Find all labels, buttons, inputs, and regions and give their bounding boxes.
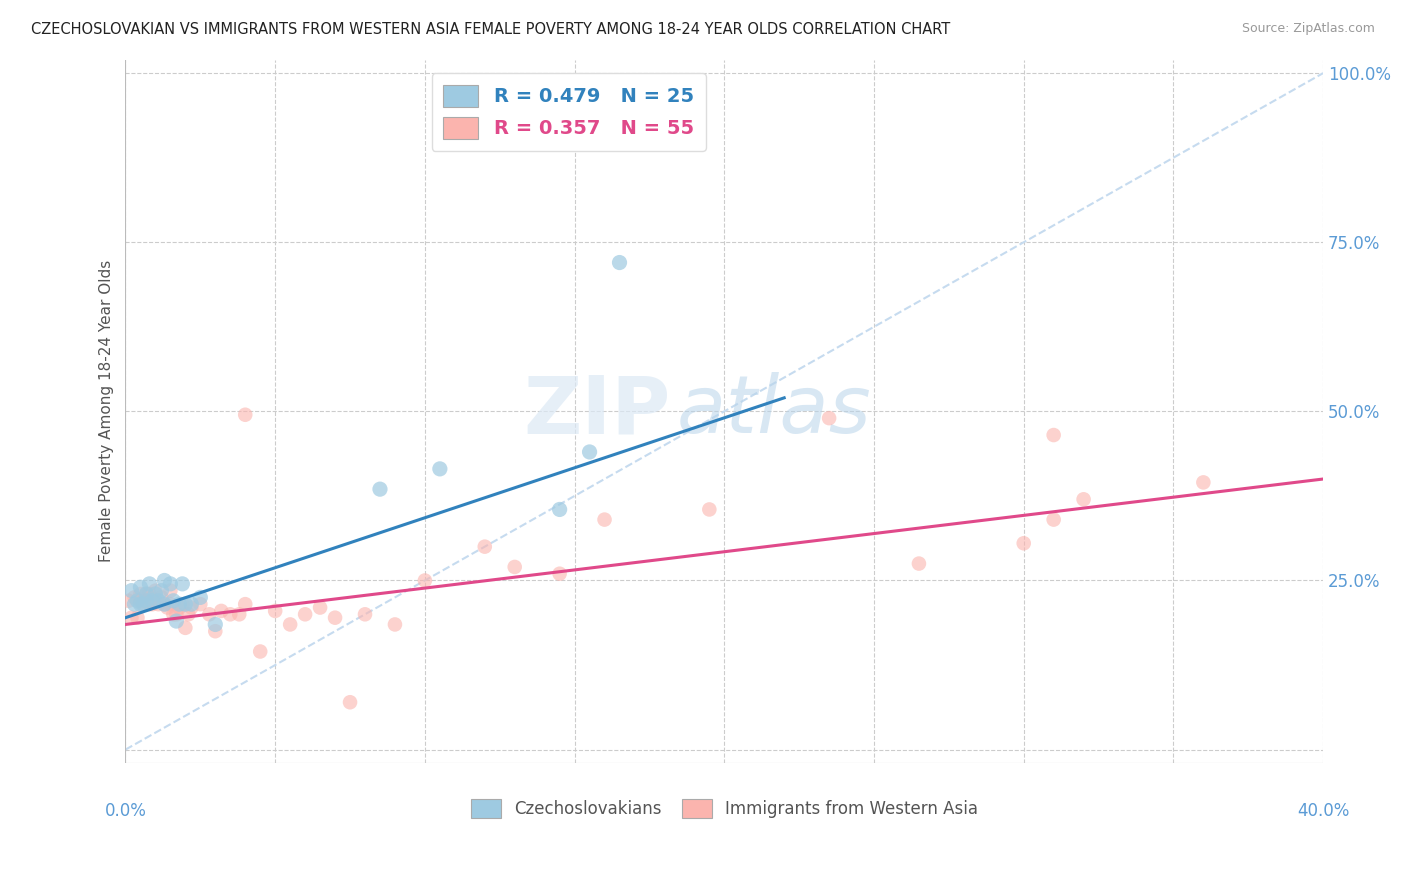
Point (165, 607, 187, 622)
Point (384, 617, 406, 632)
Point (249, 644, 271, 658)
Point (174, 597, 197, 611)
Point (153, 574, 176, 588)
Point (180, 597, 202, 611)
Point (1073, 492, 1095, 507)
Point (135, 594, 157, 608)
Point (145, 587, 167, 601)
Point (219, 607, 242, 622)
Point (354, 607, 377, 622)
Point (159, 577, 181, 591)
Y-axis label: Female Poverty Among 18-24 Year Olds: Female Poverty Among 18-24 Year Olds (100, 260, 114, 563)
Point (148, 597, 170, 611)
Point (818, 411, 841, 425)
Point (228, 607, 250, 622)
Point (368, 482, 391, 496)
Point (159, 597, 181, 611)
Point (1042, 513, 1064, 527)
Point (150, 591, 173, 605)
Point (233, 408, 256, 422)
Point (429, 462, 451, 476)
Point (129, 580, 152, 594)
Point (264, 604, 287, 618)
Point (188, 597, 211, 611)
Point (165, 614, 187, 628)
Point (294, 607, 316, 622)
Point (153, 597, 176, 611)
Point (474, 540, 496, 554)
Point (156, 600, 179, 615)
Text: CZECHOSLOVAKIAN VS IMMIGRANTS FROM WESTERN ASIA FEMALE POVERTY AMONG 18-24 YEAR : CZECHOSLOVAKIAN VS IMMIGRANTS FROM WESTE… (31, 22, 950, 37)
Point (323, 610, 346, 624)
Point (204, 624, 226, 639)
Point (138, 597, 160, 611)
Legend: Czechoslovakians, Immigrants from Western Asia: Czechoslovakians, Immigrants from Wester… (464, 793, 984, 825)
Point (153, 597, 176, 611)
Point (180, 600, 202, 615)
Point (141, 594, 163, 608)
Point (162, 594, 184, 608)
Point (908, 557, 931, 571)
Point (138, 577, 160, 591)
Point (188, 591, 211, 605)
Point (117, 594, 139, 608)
Text: atlas: atlas (676, 372, 872, 450)
Point (339, 695, 361, 709)
Point (177, 607, 200, 622)
Text: 40.0%: 40.0% (1296, 802, 1350, 820)
Point (127, 610, 149, 624)
Text: 0.0%: 0.0% (104, 802, 146, 820)
Point (172, 597, 194, 611)
Point (593, 513, 616, 527)
Point (129, 587, 152, 601)
Point (1192, 475, 1215, 490)
Point (172, 577, 194, 591)
Point (548, 502, 571, 516)
Point (145, 583, 167, 598)
Point (548, 566, 571, 581)
Point (503, 560, 526, 574)
Point (124, 591, 146, 605)
Point (413, 574, 436, 588)
Point (135, 587, 157, 601)
Point (120, 610, 142, 624)
Point (198, 607, 221, 622)
Text: ZIP: ZIP (523, 372, 671, 450)
Point (145, 594, 167, 608)
Point (132, 597, 155, 611)
Point (162, 607, 184, 622)
Point (129, 594, 152, 608)
Point (233, 597, 256, 611)
Point (129, 597, 152, 611)
Point (132, 597, 155, 611)
Point (699, 502, 721, 516)
Point (309, 600, 332, 615)
Point (159, 583, 181, 598)
Point (1042, 428, 1064, 442)
Point (278, 617, 301, 632)
Point (138, 587, 160, 601)
Point (169, 600, 191, 615)
Point (1012, 536, 1035, 550)
Point (127, 594, 149, 608)
Point (150, 583, 173, 598)
Point (124, 597, 146, 611)
Point (209, 604, 232, 618)
Point (135, 594, 157, 608)
Point (204, 617, 226, 632)
Text: Source: ZipAtlas.com: Source: ZipAtlas.com (1241, 22, 1375, 36)
Point (120, 583, 142, 598)
Point (135, 587, 157, 601)
Point (174, 621, 197, 635)
Point (148, 594, 170, 608)
Point (609, 255, 631, 269)
Point (141, 597, 163, 611)
Point (169, 597, 191, 611)
Point (578, 445, 600, 459)
